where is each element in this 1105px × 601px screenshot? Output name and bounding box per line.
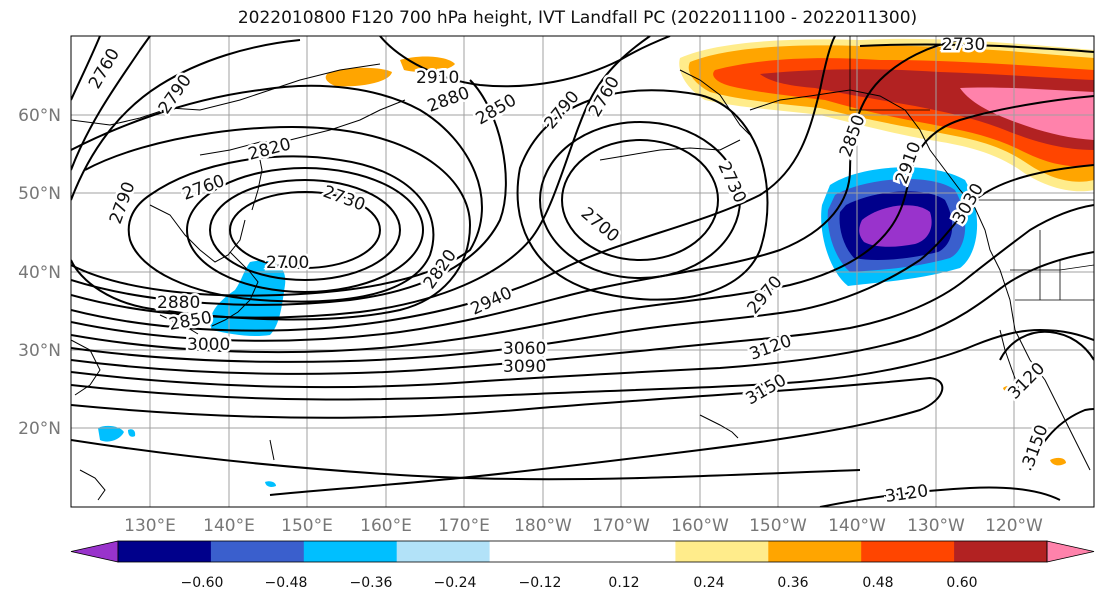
lat-label: 50°N <box>18 184 61 204</box>
lon-label: 170°W <box>592 516 650 536</box>
colorbar-tick-label: −0.48 <box>265 575 308 591</box>
colorbar-segment <box>210 541 305 562</box>
contour-label: 3120 <box>884 481 930 507</box>
contour-label: 3120 <box>1004 359 1049 404</box>
contour-label: 2790 <box>541 87 584 133</box>
map-title: 2022010800 F120 700 hPa height, IVT Land… <box>237 8 918 28</box>
colorbar-tick-label: 0.48 <box>862 575 893 591</box>
lon-label: 150°E <box>281 516 333 536</box>
colorbar-segment <box>861 541 955 562</box>
lon-label: 140°W <box>828 516 886 536</box>
contour-label: 2820 <box>246 134 293 165</box>
colorbar-segment <box>489 541 583 562</box>
lon-label: 160°E <box>360 516 412 536</box>
contour-label: 3150 <box>743 370 790 409</box>
colorbar-tick-label: −0.12 <box>519 575 562 591</box>
lon-label: 160°W <box>671 516 729 536</box>
colorbar-segment <box>675 541 769 562</box>
colorbar-frame <box>117 540 1048 563</box>
height-contours <box>71 36 1094 507</box>
contour-label: 3120 <box>747 331 794 365</box>
contour-label: 3000 <box>187 335 230 355</box>
contour-label: 2880 <box>157 293 200 313</box>
positive-ivt-shading <box>325 38 1094 466</box>
colorbar-tick-label: 0.60 <box>946 575 977 591</box>
lon-label: 140°E <box>203 516 255 536</box>
contour-label: 2820 <box>420 246 461 293</box>
contour-label: 2760 <box>85 45 124 92</box>
lon-label: 130°E <box>124 516 176 536</box>
colorbar-tick-label: 0.12 <box>608 575 639 591</box>
contour-label: 3090 <box>503 357 546 377</box>
colorbar <box>70 540 1095 563</box>
contour-label: 2700 <box>577 204 623 247</box>
lon-label: 170°E <box>438 516 490 536</box>
lat-label: 40°N <box>18 263 61 283</box>
colorbar-segment <box>303 541 398 562</box>
colorbar-tick-label: 0.36 <box>777 575 808 591</box>
borders <box>849 36 1094 301</box>
colorbar-tick-label: −0.24 <box>434 575 477 591</box>
coastlines <box>71 63 1091 501</box>
contour-label: 2910 <box>416 68 459 88</box>
lat-label: 20°N <box>18 419 61 439</box>
contour-label: 2730 <box>320 182 367 216</box>
graticule <box>71 36 1094 507</box>
colorbar-segment <box>118 541 212 562</box>
contour-label: 3060 <box>503 339 546 359</box>
contour-label: 2970 <box>744 272 787 318</box>
colorbar-segment <box>954 541 1048 562</box>
lon-label: 130°W <box>907 516 965 536</box>
contour-label: 2790 <box>106 179 140 226</box>
map-frame <box>70 35 1095 508</box>
negative-ivt-shading <box>98 167 978 487</box>
lon-label: 120°W <box>985 516 1043 536</box>
colorbar-tick-label: −0.36 <box>350 575 393 591</box>
colorbar-segment <box>582 541 676 562</box>
colorbar-tick-labels: −0.60 −0.48 −0.36 −0.24 −0.12 0.12 0.24 … <box>181 575 978 591</box>
contour-label: 2700 <box>266 253 309 273</box>
contour-label: 2790 <box>155 71 196 118</box>
colorbar-segment <box>396 541 491 562</box>
colorbar-segment <box>768 541 862 562</box>
contour-label: 2730 <box>942 35 985 55</box>
colorbar-extend-max <box>1046 540 1095 563</box>
lat-label: 30°N <box>18 341 61 361</box>
lon-label: 150°W <box>749 516 807 536</box>
map-area: 2760 2790 2820 2760 2790 2730 2700 2880 … <box>71 35 1094 507</box>
contour-label: 3150 <box>1019 422 1053 469</box>
lat-label: 60°N <box>18 106 61 126</box>
lon-label: 180°W <box>514 516 572 536</box>
latitude-labels: 60°N 50°N 40°N 30°N 20°N <box>18 106 61 439</box>
colorbar-tick-label: −0.60 <box>181 575 224 591</box>
contour-label: 2880 <box>425 83 472 117</box>
longitude-labels: 130°E 140°E 150°E 160°E 170°E 180°W 170°… <box>124 516 1043 536</box>
colorbar-extend-min <box>70 540 119 563</box>
colorbar-tick-label: 0.24 <box>693 575 724 591</box>
